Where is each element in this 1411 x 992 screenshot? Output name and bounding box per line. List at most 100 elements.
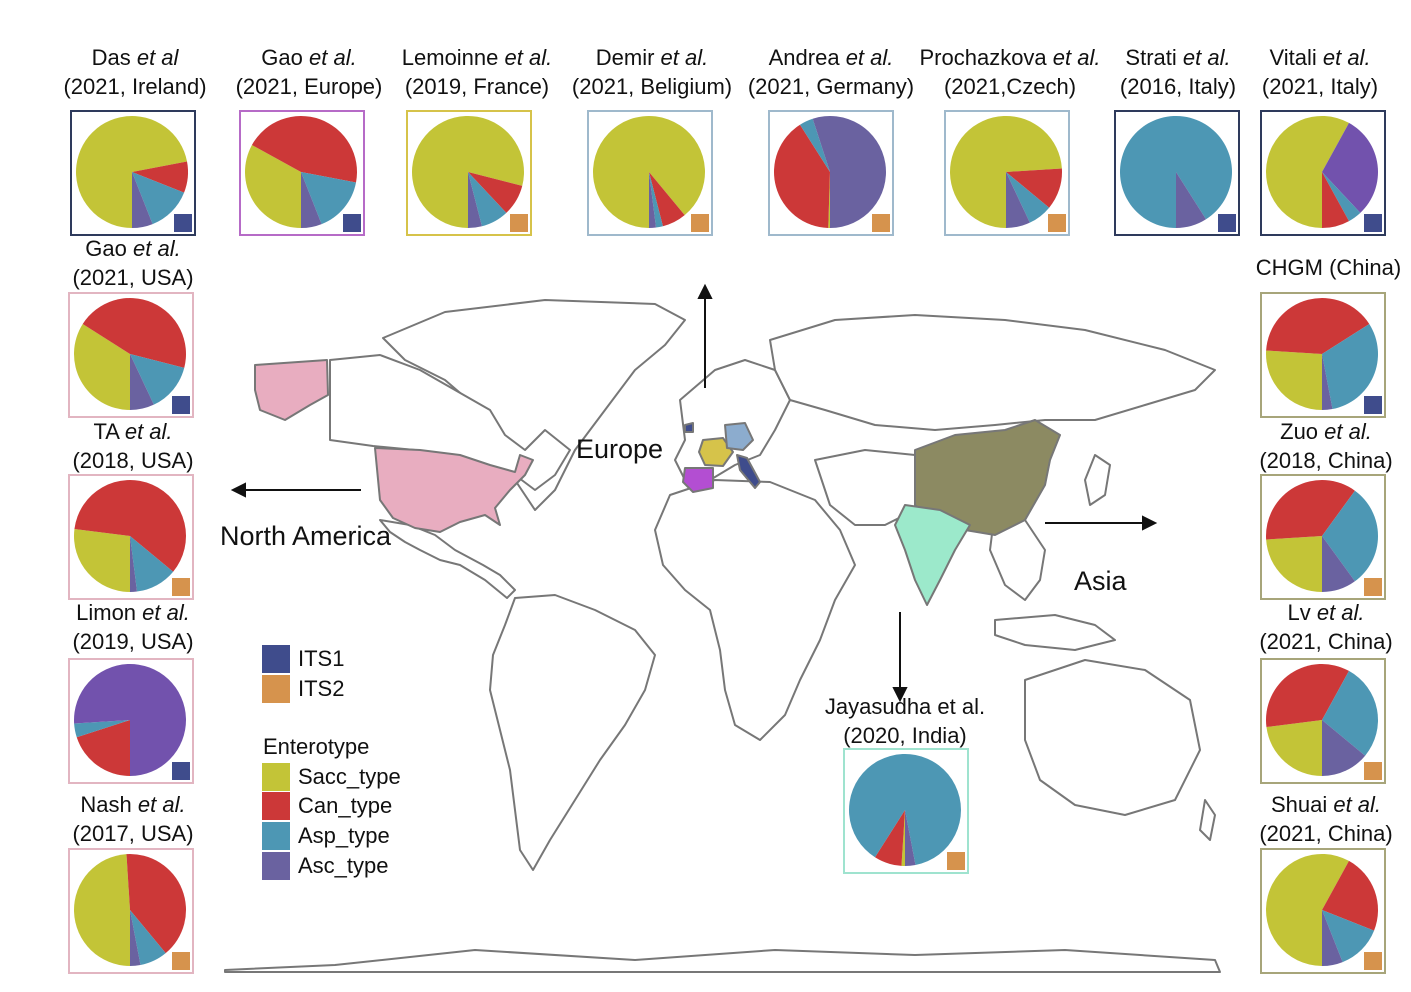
pie-slice-asp-type (649, 172, 663, 228)
pie-chart-das (76, 116, 188, 228)
pie-chart-chgm (1266, 298, 1378, 410)
region-label-asia: Asia (1074, 566, 1127, 596)
pie-chart-andrea (774, 116, 886, 228)
pie-slice-sacc-type (1266, 720, 1322, 776)
pie-slice-asp-type (1322, 490, 1378, 582)
pie-slice-asc-type (130, 354, 154, 410)
study-label-demir: Demir et al. (2021, Beligium) (571, 45, 733, 99)
se-asia (989, 509, 1046, 601)
pie-slice-sacc-type (901, 810, 905, 866)
pie-slice-sacc-type (73, 854, 130, 966)
study-label-limon: Limon et al. (2019, USA) (72, 600, 194, 654)
pie-slice-can-type (126, 854, 186, 954)
study-label-lv: Lv et al. (2021, China) (1259, 600, 1393, 654)
pie-ta (68, 474, 194, 600)
pie-chart-gao_eu (245, 115, 357, 229)
study-label-shuai: Shuai et al. (2021, China) (1259, 792, 1393, 846)
legend-sacc-type: Sacc_type (262, 763, 401, 791)
pie-chart-zuo (1266, 480, 1378, 592)
pie-slice-can-type (76, 720, 130, 776)
pie-chart-jayasudha (849, 754, 961, 866)
its-marker-its2 (1364, 762, 1382, 780)
pie-slice-asc-alt (74, 664, 186, 776)
study-label-jayasudha: Jayasudha et al. (2020, India) (824, 694, 986, 748)
pie-slice-can-type (1006, 168, 1062, 208)
japan (1084, 454, 1111, 506)
pie-slice-can-type (1266, 298, 1370, 354)
its-marker-its2 (872, 214, 890, 232)
world-map (224, 283, 1221, 973)
pie-slice-asp-type (799, 118, 830, 172)
pie-shuai (1260, 848, 1386, 974)
pie-slice-asc-alt (1322, 122, 1378, 213)
mexico (379, 519, 516, 599)
pie-zuo (1260, 474, 1386, 600)
pie-slice-can-type (1322, 860, 1378, 931)
pie-slice-can-type (1322, 172, 1349, 228)
pie-nash (68, 848, 194, 974)
africa (654, 479, 856, 741)
pie-slice-asc-type (1006, 172, 1030, 228)
france (698, 437, 734, 467)
pie-slice-asc-type (812, 116, 886, 228)
pie-slice-asp-type (74, 720, 130, 738)
pie-slice-sacc-type (828, 172, 830, 228)
pie-limon (68, 658, 194, 784)
pie-gao-europe (239, 110, 365, 236)
pie-slice-asc-type (130, 910, 141, 966)
pie-slice-can-type (251, 115, 357, 183)
legend-swatch-its2 (262, 675, 290, 703)
europe (674, 359, 791, 481)
pie-slice-asp-type (130, 910, 166, 966)
pie-das (70, 110, 196, 236)
pie-chart-demir (593, 116, 705, 228)
pie-slice-asc-type (1322, 720, 1366, 776)
its-marker-its2 (1048, 214, 1066, 232)
pie-slice-asc-type (1322, 910, 1343, 966)
russia (769, 314, 1216, 431)
pie-slice-asc-type (132, 172, 153, 228)
india (894, 504, 971, 606)
pie-slice-sacc-type (1266, 350, 1322, 410)
pie-slice-sacc-type (73, 528, 130, 592)
pie-slice-asp-type (1322, 323, 1378, 410)
pie-slice-sacc-type (950, 116, 1062, 228)
legend-can-type: Can_type (262, 792, 392, 820)
pie-slice-can-type (468, 172, 523, 213)
region-label-europe: Europe (576, 434, 664, 464)
pie-slice-sacc-type (1266, 116, 1349, 228)
pie-slice-sacc-type (245, 145, 301, 229)
pie-slice-asc-type (301, 172, 322, 228)
its-marker-its2 (172, 952, 190, 970)
germany (724, 422, 754, 451)
pie-andrea (768, 110, 894, 236)
its-marker-its1 (1364, 214, 1382, 232)
study-label-ta: TA et al. (2018, USA) (72, 419, 194, 473)
pie-chart-shuai (1266, 854, 1378, 966)
usa (374, 447, 534, 533)
pie-slice-can-type (774, 124, 830, 228)
study-label-prochazkova: Prochazkova et al. (2021,Czech) (919, 45, 1101, 99)
legend-enterotype-title: Enterotype (263, 734, 370, 759)
pie-slice-asp-type (1322, 172, 1361, 222)
pie-lv (1260, 658, 1386, 784)
pie-prochazkova (944, 110, 1070, 236)
pie-slice-asc-type (468, 172, 482, 228)
spain (682, 467, 714, 493)
study-label-andrea: Andrea et al. (2021, Germany) (747, 45, 915, 99)
pie-demir (587, 110, 713, 236)
pie-chgm (1260, 292, 1386, 418)
pie-slice-asp-type (1006, 172, 1050, 223)
study-label-das: Das et al (2021, Ireland) (63, 45, 207, 99)
study-label-gao-usa: Gao et al. (2021, USA) (72, 236, 194, 290)
study-label-zuo: Zuo et al. (2018, China) (1259, 419, 1393, 473)
study-label-chgm: CHGM (China) (1255, 255, 1402, 280)
pie-lemoinne (406, 110, 532, 236)
study-label-nash: Nash et al. (2017, USA) (72, 792, 194, 846)
pie-slice-asc-type (649, 172, 657, 228)
pie-gao-usa (68, 292, 194, 418)
pie-slice-can-type (74, 480, 186, 572)
pie-vitali (1260, 110, 1386, 236)
pie-slice-asp-type (301, 172, 357, 225)
pie-slice-asp-type (130, 536, 174, 592)
